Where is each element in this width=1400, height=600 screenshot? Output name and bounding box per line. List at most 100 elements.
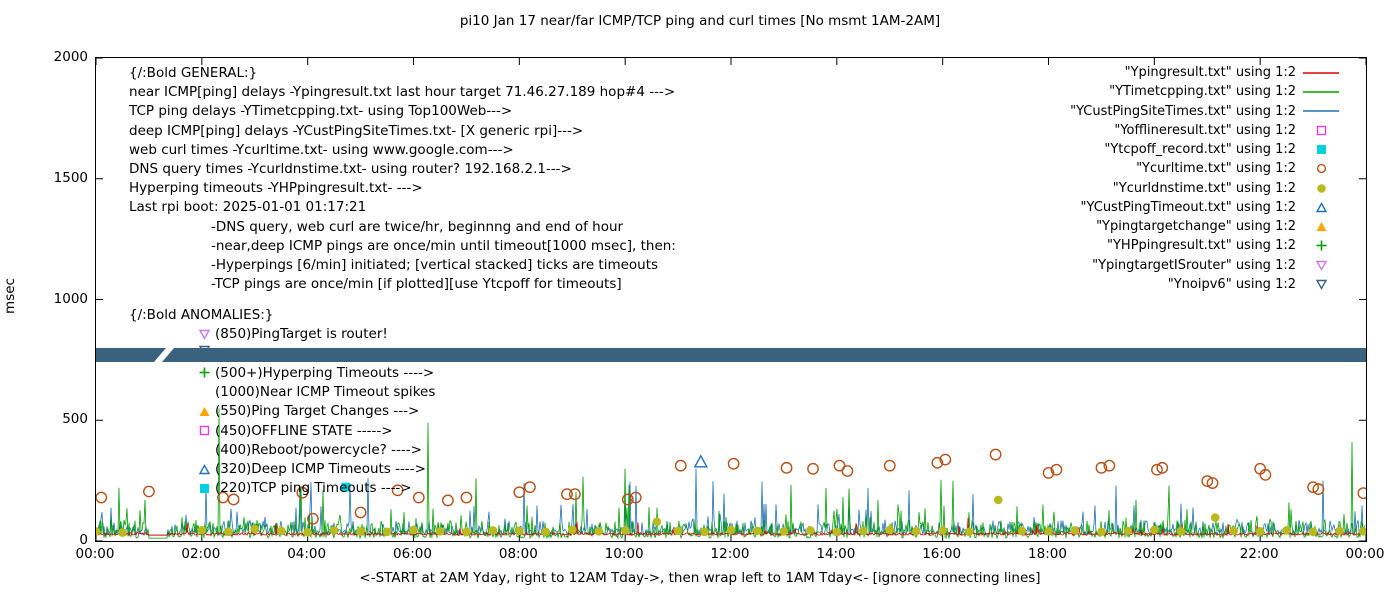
y-tick-label: 1000 (53, 290, 88, 307)
point-Ycurltime.txt (931, 456, 944, 469)
anomaly-text: (850)PingTarget is router! (215, 326, 388, 342)
point-Ycurldnstime.txt (1070, 526, 1080, 535)
point-Ycurldnstime.txt (435, 527, 445, 536)
general-annotation-line: -TCP pings are once/min [if plotted][use… (211, 276, 622, 293)
point-Ycurltime.txt (96, 491, 108, 504)
anomaly-text: (320)Deep ICMP Timeouts ----> (215, 461, 426, 478)
point-Ycurltime.txt (883, 459, 896, 472)
anomaly-row: (220)TCP ping Timeouts ----> (199, 480, 412, 496)
anomaly-text: (1000)Near ICMP Timeout spikes (215, 383, 436, 400)
plot-area: {/:Bold GENERAL:} near ICMP[ping] delays … (95, 57, 1367, 542)
point-Ycurldnstime.txt (1017, 526, 1027, 536)
x-tick-label: 16:00 (922, 546, 962, 562)
legend-label: "Ypingtargetchange" using 1:2 (1096, 219, 1296, 235)
plus-icon (199, 367, 210, 378)
legend-label: "YTimetcpping.txt" using 1:2 (1109, 84, 1296, 100)
legend-marker (1296, 108, 1346, 114)
point-Ycurltime.txt (1151, 463, 1163, 476)
general-annotation-line: DNS query times -Ycurldnstime.txt- using… (129, 161, 572, 177)
point-Ycurldnstime.txt (885, 525, 895, 535)
anomaly-row: (450)OFFLINE STATE -----> (199, 423, 393, 439)
tri-up-open-icon (199, 463, 210, 474)
point-Ycurldnstime.txt (96, 527, 101, 536)
y-tick-label: 1500 (53, 169, 88, 186)
plus-icon (1316, 240, 1326, 251)
point-Ycurldnstime.txt (1123, 526, 1133, 536)
anomaly-text: (550)Ping Target Changes ---> (215, 403, 420, 420)
point-Ycurltime.txt (1307, 481, 1319, 494)
point-Ycurldnstime.txt (356, 527, 365, 536)
point-Ycurltime.txt (1042, 466, 1055, 479)
point-Ycurltime.txt (460, 491, 473, 504)
series-YCustPingSiteTimes.txt (96, 468, 1366, 537)
point-Ycurltime.txt (989, 448, 1002, 461)
square-open-icon (199, 425, 210, 436)
legend-row: "Ynoipv6" using 1:2 (1168, 275, 1346, 294)
point-Ycurldnstime.txt (1210, 513, 1220, 522)
legend-row: "Yofflineresult.txt" using 1:2 (1114, 121, 1346, 140)
x-tick-label: 08:00 (498, 546, 538, 562)
point-Ycurldnstime.txt (118, 528, 127, 537)
point-Ycurltime.txt (621, 493, 634, 506)
y-tick-label: 500 (62, 411, 88, 428)
y-axis-label: msec (1, 278, 18, 314)
point-Ycurldnstime.txt (1282, 526, 1291, 535)
legend-line-sample (1303, 90, 1339, 93)
point-Ycurldnstime.txt (409, 525, 418, 535)
point-Ycurldnstime.txt (1044, 527, 1053, 536)
point-Ycurltime.txt (441, 494, 454, 507)
legend-marker (1296, 144, 1346, 155)
point-Ycurldnstime.txt (329, 526, 339, 535)
point-Ycurltime.txt (939, 453, 952, 466)
point-Ycurltime.txt (1050, 463, 1063, 476)
no-ipv6-band-segment (96, 348, 166, 362)
anomaly-text: (450)OFFLINE STATE -----> (215, 422, 393, 439)
point-Ycurltime.txt (1201, 475, 1214, 488)
point-Ycurltime.txt (227, 493, 240, 506)
x-tick-label: 00:00 (1345, 546, 1385, 562)
point-Ycurldnstime.txt (250, 524, 260, 534)
point-Ycurldnstime.txt (1229, 526, 1239, 536)
legend-marker (1296, 279, 1346, 290)
anomaly-row: (550)Ping Target Changes ---> (199, 403, 419, 419)
point-Ycurldnstime.txt (197, 525, 207, 535)
point-Ytcpoff_record.txt (341, 482, 351, 492)
point-Ycurltime.txt (524, 481, 536, 494)
point-Ycurldnstime.txt (806, 526, 815, 535)
point-Ycurltime.txt (1357, 487, 1366, 500)
point-Ycurldnstime.txt (911, 527, 921, 536)
legend-line-sample (1303, 110, 1339, 112)
tri-down-open-icon (1315, 260, 1327, 271)
square-filled-icon (200, 483, 209, 493)
x-tick-label: 14:00 (816, 546, 856, 562)
no-ipv6-band-segment (162, 348, 1366, 362)
legend-row: "Ypingresult.txt" using 1:2 (1125, 63, 1346, 82)
y-tick-label: 0 (79, 532, 88, 548)
point-Ycurldnstime.txt (594, 527, 604, 536)
point-Ycurltime.txt (1206, 477, 1219, 489)
anomaly-row: (320)Deep ICMP Timeouts ----> (199, 461, 426, 477)
general-annotation-line: deep ICMP[ping] delays -YCustPingSiteTim… (129, 122, 584, 139)
legend-marker (1296, 70, 1346, 76)
legend-label: "YCustPingSiteTimes.txt" using 1:2 (1070, 103, 1296, 119)
x-tick-label: 12:00 (710, 546, 750, 562)
point-Ycurltime.txt (833, 459, 846, 472)
legend-row: "YHPpingresult.txt" using 1:2 (1107, 236, 1346, 255)
square-open-icon (1316, 125, 1326, 135)
x-tick-label: 06:00 (393, 546, 432, 562)
x-tick-label: 18:00 (1028, 546, 1067, 562)
anomaly-row: (850)PingTarget is router! (199, 326, 388, 342)
point-Ycurltime.txt (561, 488, 573, 501)
point-YCustPingTimeout.txt (693, 454, 709, 468)
square-filled-icon (1316, 145, 1326, 155)
point-Ycurltime.txt (841, 465, 854, 477)
anomaly-text: (400)Reboot/powercycle? ----> (215, 441, 422, 458)
point-Ycurltime.txt (391, 484, 404, 497)
x-tick-label: 10:00 (604, 546, 644, 562)
point-Ycurltime.txt (629, 491, 642, 504)
legend-marker (1296, 260, 1346, 271)
legend-marker (1296, 183, 1346, 194)
general-annotation-line: -Hyperpings [6/min] initiated; [vertical… (211, 257, 659, 273)
tri-up-filled-icon (1316, 222, 1326, 232)
point-Ycurldnstime.txt (726, 525, 736, 535)
